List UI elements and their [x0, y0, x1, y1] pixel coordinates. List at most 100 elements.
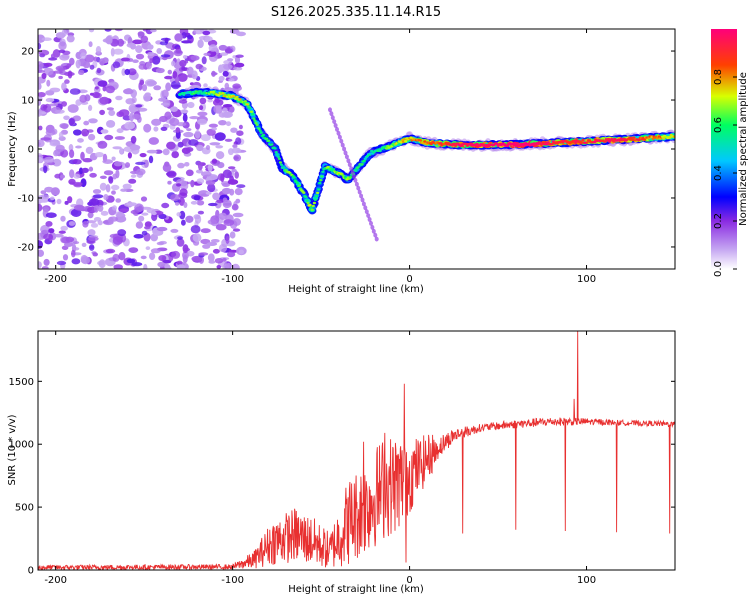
noise-blob — [127, 68, 137, 76]
ridge-mark — [354, 169, 358, 172]
noise-blob — [146, 149, 158, 154]
colorbar-ticks: 0.0 0.2 0.4 0.6 0.8 — [713, 69, 737, 277]
noise-blob — [80, 256, 91, 265]
noise-blob — [206, 242, 218, 246]
noise-blob — [72, 159, 82, 165]
snr-background — [38, 331, 675, 570]
noise-blob — [38, 139, 45, 148]
noise-blob — [99, 109, 105, 116]
ridge-mark — [316, 191, 320, 195]
ridge-mark — [275, 153, 279, 156]
noise-blob — [211, 127, 217, 131]
noise-blob — [218, 212, 227, 220]
noise-blob — [112, 48, 124, 55]
noise-blob — [143, 93, 151, 102]
noise-blob — [89, 172, 97, 178]
noise-blob — [213, 104, 224, 114]
noise-blob — [58, 230, 66, 234]
noise-blob — [231, 203, 239, 211]
noise-blob — [96, 67, 102, 74]
noise-blob — [151, 55, 161, 65]
noise-blob — [40, 137, 52, 141]
noise-blob — [52, 158, 62, 167]
noise-blob — [176, 122, 187, 127]
noise-blob — [38, 92, 46, 98]
noise-blob — [175, 76, 180, 83]
noise-blob — [170, 106, 178, 112]
noise-blob — [105, 184, 111, 193]
noise-blob — [160, 102, 170, 106]
noise-blob — [197, 111, 208, 117]
noise-blob — [222, 258, 227, 262]
ridge-mark — [311, 204, 315, 208]
noise-blob — [158, 97, 167, 102]
noise-blob — [93, 56, 98, 62]
noise-blob — [238, 249, 244, 255]
noise-blob — [219, 52, 229, 56]
noise-blob — [112, 253, 120, 262]
ridge-mark — [253, 119, 257, 122]
noise-blob — [79, 94, 87, 103]
ridge-mark — [254, 121, 258, 125]
noise-blob — [198, 190, 209, 197]
noise-blob — [135, 45, 143, 54]
noise-blob — [203, 83, 208, 88]
y-tick-label: 10 — [21, 96, 34, 107]
noise-blob — [115, 215, 127, 223]
noise-blob — [161, 89, 169, 99]
noise-blob — [88, 104, 93, 111]
noise-blob — [215, 145, 224, 149]
noise-blob — [155, 67, 165, 74]
noise-blob — [181, 147, 191, 154]
noise-blob — [233, 154, 242, 162]
noise-blob — [200, 228, 211, 234]
noise-blob — [222, 107, 228, 113]
spectrogram-xlabel: Height of straight line (km) — [288, 284, 424, 295]
noise-blob — [221, 187, 232, 195]
noise-blob — [181, 40, 192, 44]
noise-blob — [171, 151, 179, 159]
streak-mark — [330, 115, 335, 121]
noise-blob — [41, 37, 52, 41]
noise-blob — [87, 229, 96, 237]
noise-blob — [196, 200, 205, 206]
noise-blob — [45, 97, 55, 103]
noise-blob — [157, 261, 166, 268]
noise-blob — [111, 184, 120, 191]
noise-blob — [43, 165, 48, 174]
noise-blob — [176, 264, 185, 269]
noise-blob — [72, 241, 80, 245]
streak-mark — [328, 107, 332, 113]
noise-blob — [112, 146, 122, 150]
noise-blob — [153, 126, 159, 132]
noise-blob — [231, 168, 237, 173]
spectrogram-marks — [38, 29, 675, 269]
noise-blob — [118, 109, 130, 117]
streak-mark — [329, 111, 334, 117]
ridge-mark — [313, 198, 317, 201]
noise-blob — [58, 41, 67, 51]
y-tick-label: -10 — [18, 193, 34, 204]
noise-blob — [115, 198, 121, 203]
noise-blob — [71, 258, 81, 265]
noise-blob — [88, 118, 98, 124]
noise-blob — [84, 54, 95, 63]
noise-blob — [126, 258, 136, 264]
noise-blob — [38, 99, 41, 106]
snr-frame — [37, 330, 676, 571]
y-tick-label: 0 — [28, 145, 34, 156]
noise-blob — [232, 144, 238, 149]
noise-blob — [234, 56, 241, 64]
ridge-mark — [662, 137, 666, 140]
ridge-mark — [257, 127, 261, 131]
noise-blob — [216, 265, 222, 269]
noise-blob — [88, 41, 93, 48]
noise-blob — [97, 80, 108, 87]
noise-blob — [97, 204, 104, 212]
noise-blob — [55, 144, 65, 152]
streak-mark — [374, 236, 379, 242]
noise-blob — [230, 127, 238, 133]
noise-blob — [231, 147, 241, 154]
noise-blob — [220, 173, 225, 183]
